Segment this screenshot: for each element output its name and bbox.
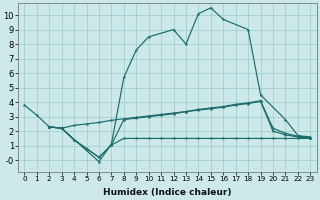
X-axis label: Humidex (Indice chaleur): Humidex (Indice chaleur) (103, 188, 232, 197)
